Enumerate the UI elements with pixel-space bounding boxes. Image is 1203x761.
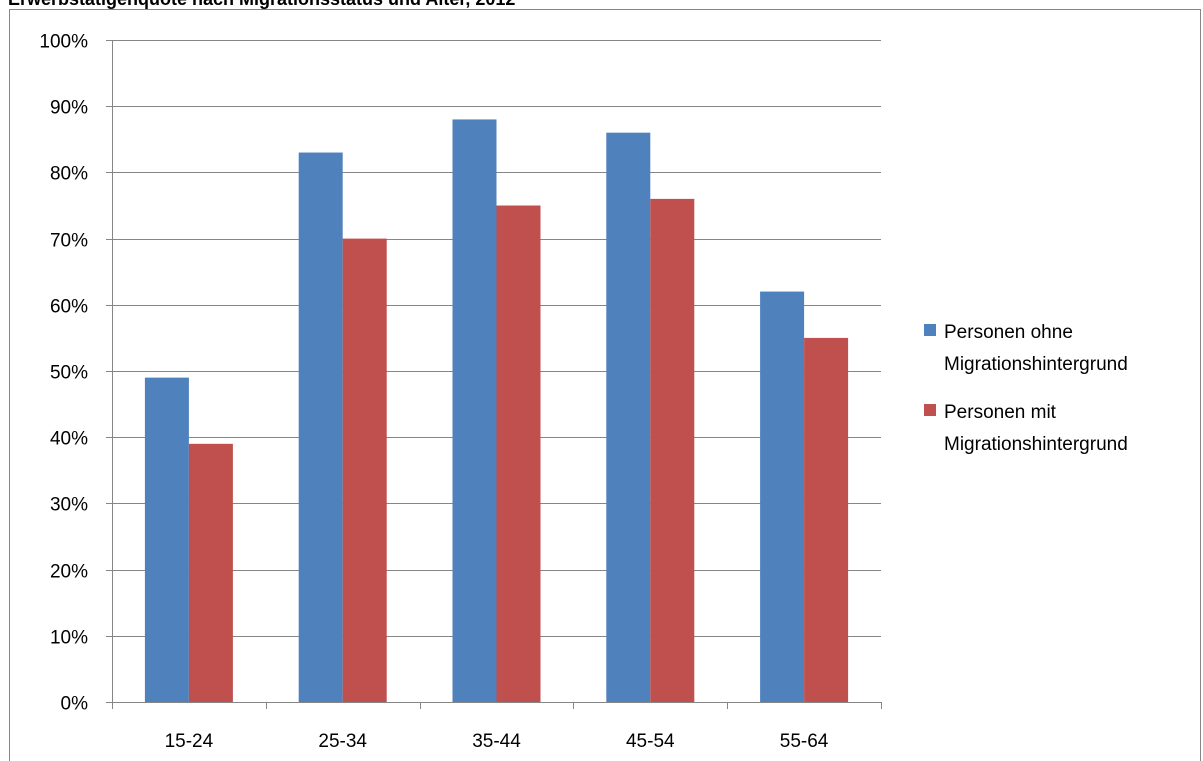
bar-mit-45-54 — [650, 198, 695, 702]
bar-ohne-55-64 — [760, 291, 805, 702]
legend-label-2-line-1: Personen mit — [944, 402, 1057, 423]
legend-label-2-line-2: Migrationshintergrund — [944, 434, 1128, 455]
legend-swatch-2 — [924, 404, 936, 416]
x-tick-label-25-34: 25-34 — [318, 731, 367, 752]
x-tick-label-45-54: 45-54 — [626, 731, 675, 752]
chart-title: Erwerbstätigenquote nach Migrationsstatu… — [8, 0, 515, 10]
y-tick-label-2: 20% — [50, 562, 88, 583]
bar-ohne-45-54 — [606, 132, 651, 702]
bar-mit-35-44 — [496, 205, 541, 702]
y-tick-label-8: 80% — [50, 164, 88, 185]
bar-ohne-25-34 — [298, 152, 343, 703]
y-tick-label-9: 90% — [50, 98, 88, 119]
bar-ohne-15-24 — [144, 377, 189, 702]
y-tick-label-4: 40% — [50, 429, 88, 450]
legend-swatch-1 — [924, 324, 936, 336]
bar-ohne-35-44 — [452, 119, 497, 702]
y-tick-label-6: 60% — [50, 297, 88, 318]
axes: 0% 10% 20% 30% 40% 50% 60% 70% 80% 90% 100% 15-24 25… — [39, 32, 882, 752]
x-tick-label-35-44: 35-44 — [472, 731, 521, 752]
legend-label-1-line-1: Personen ohne — [944, 322, 1073, 343]
bar-mit-55-64 — [804, 337, 849, 702]
bars — [144, 119, 849, 703]
x-tick-label-15-24: 15-24 — [165, 731, 214, 752]
gridlines — [112, 40, 881, 637]
legend-label-1-line-2: Migrationshintergrund — [944, 354, 1128, 375]
y-tick-label-7: 70% — [50, 231, 88, 252]
y-tick-label-10: 100% — [39, 32, 88, 53]
y-tick-label-3: 30% — [50, 495, 88, 516]
x-tick-label-55-64: 55-64 — [780, 731, 829, 752]
y-tick-label-1: 10% — [50, 628, 88, 649]
chart-frame — [9, 9, 1201, 761]
bar-mit-15-24 — [188, 443, 233, 702]
y-tick-label-5: 50% — [50, 363, 88, 384]
y-tick-label-0: 0% — [61, 694, 89, 715]
legend: Personen ohne Migrationshintergrund Person… — [924, 322, 1128, 455]
bar-mit-25-34 — [342, 238, 387, 702]
